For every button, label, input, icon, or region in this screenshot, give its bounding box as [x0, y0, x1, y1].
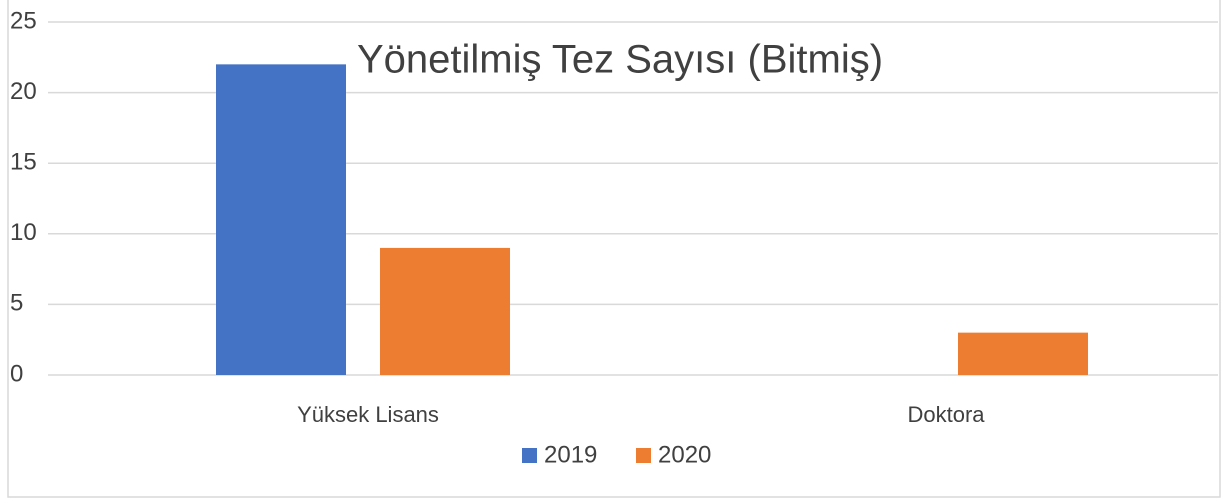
bar — [958, 332, 1088, 375]
legend-swatch — [522, 448, 537, 463]
legend-label: 2019 — [544, 441, 597, 468]
x-tick-label: Doktora — [907, 402, 985, 427]
y-tick-label: 5 — [10, 290, 23, 317]
bars — [216, 64, 1088, 376]
bar — [380, 247, 510, 375]
chart-border — [7, 0, 1221, 498]
y-tick-label: 0 — [10, 360, 23, 387]
y-tick-label: 10 — [10, 219, 37, 246]
x-tick-label: Yüksek Lisans — [297, 402, 439, 427]
y-tick-label: 15 — [10, 149, 37, 176]
bar — [216, 64, 346, 376]
legend-swatch — [636, 448, 651, 463]
y-tick-label: 20 — [10, 78, 37, 105]
y-tick-label: 25 — [10, 7, 37, 34]
chart-title: Yönetilmiş Tez Sayısı (Bitmiş) — [357, 38, 883, 82]
legend-label: 2020 — [658, 441, 711, 468]
